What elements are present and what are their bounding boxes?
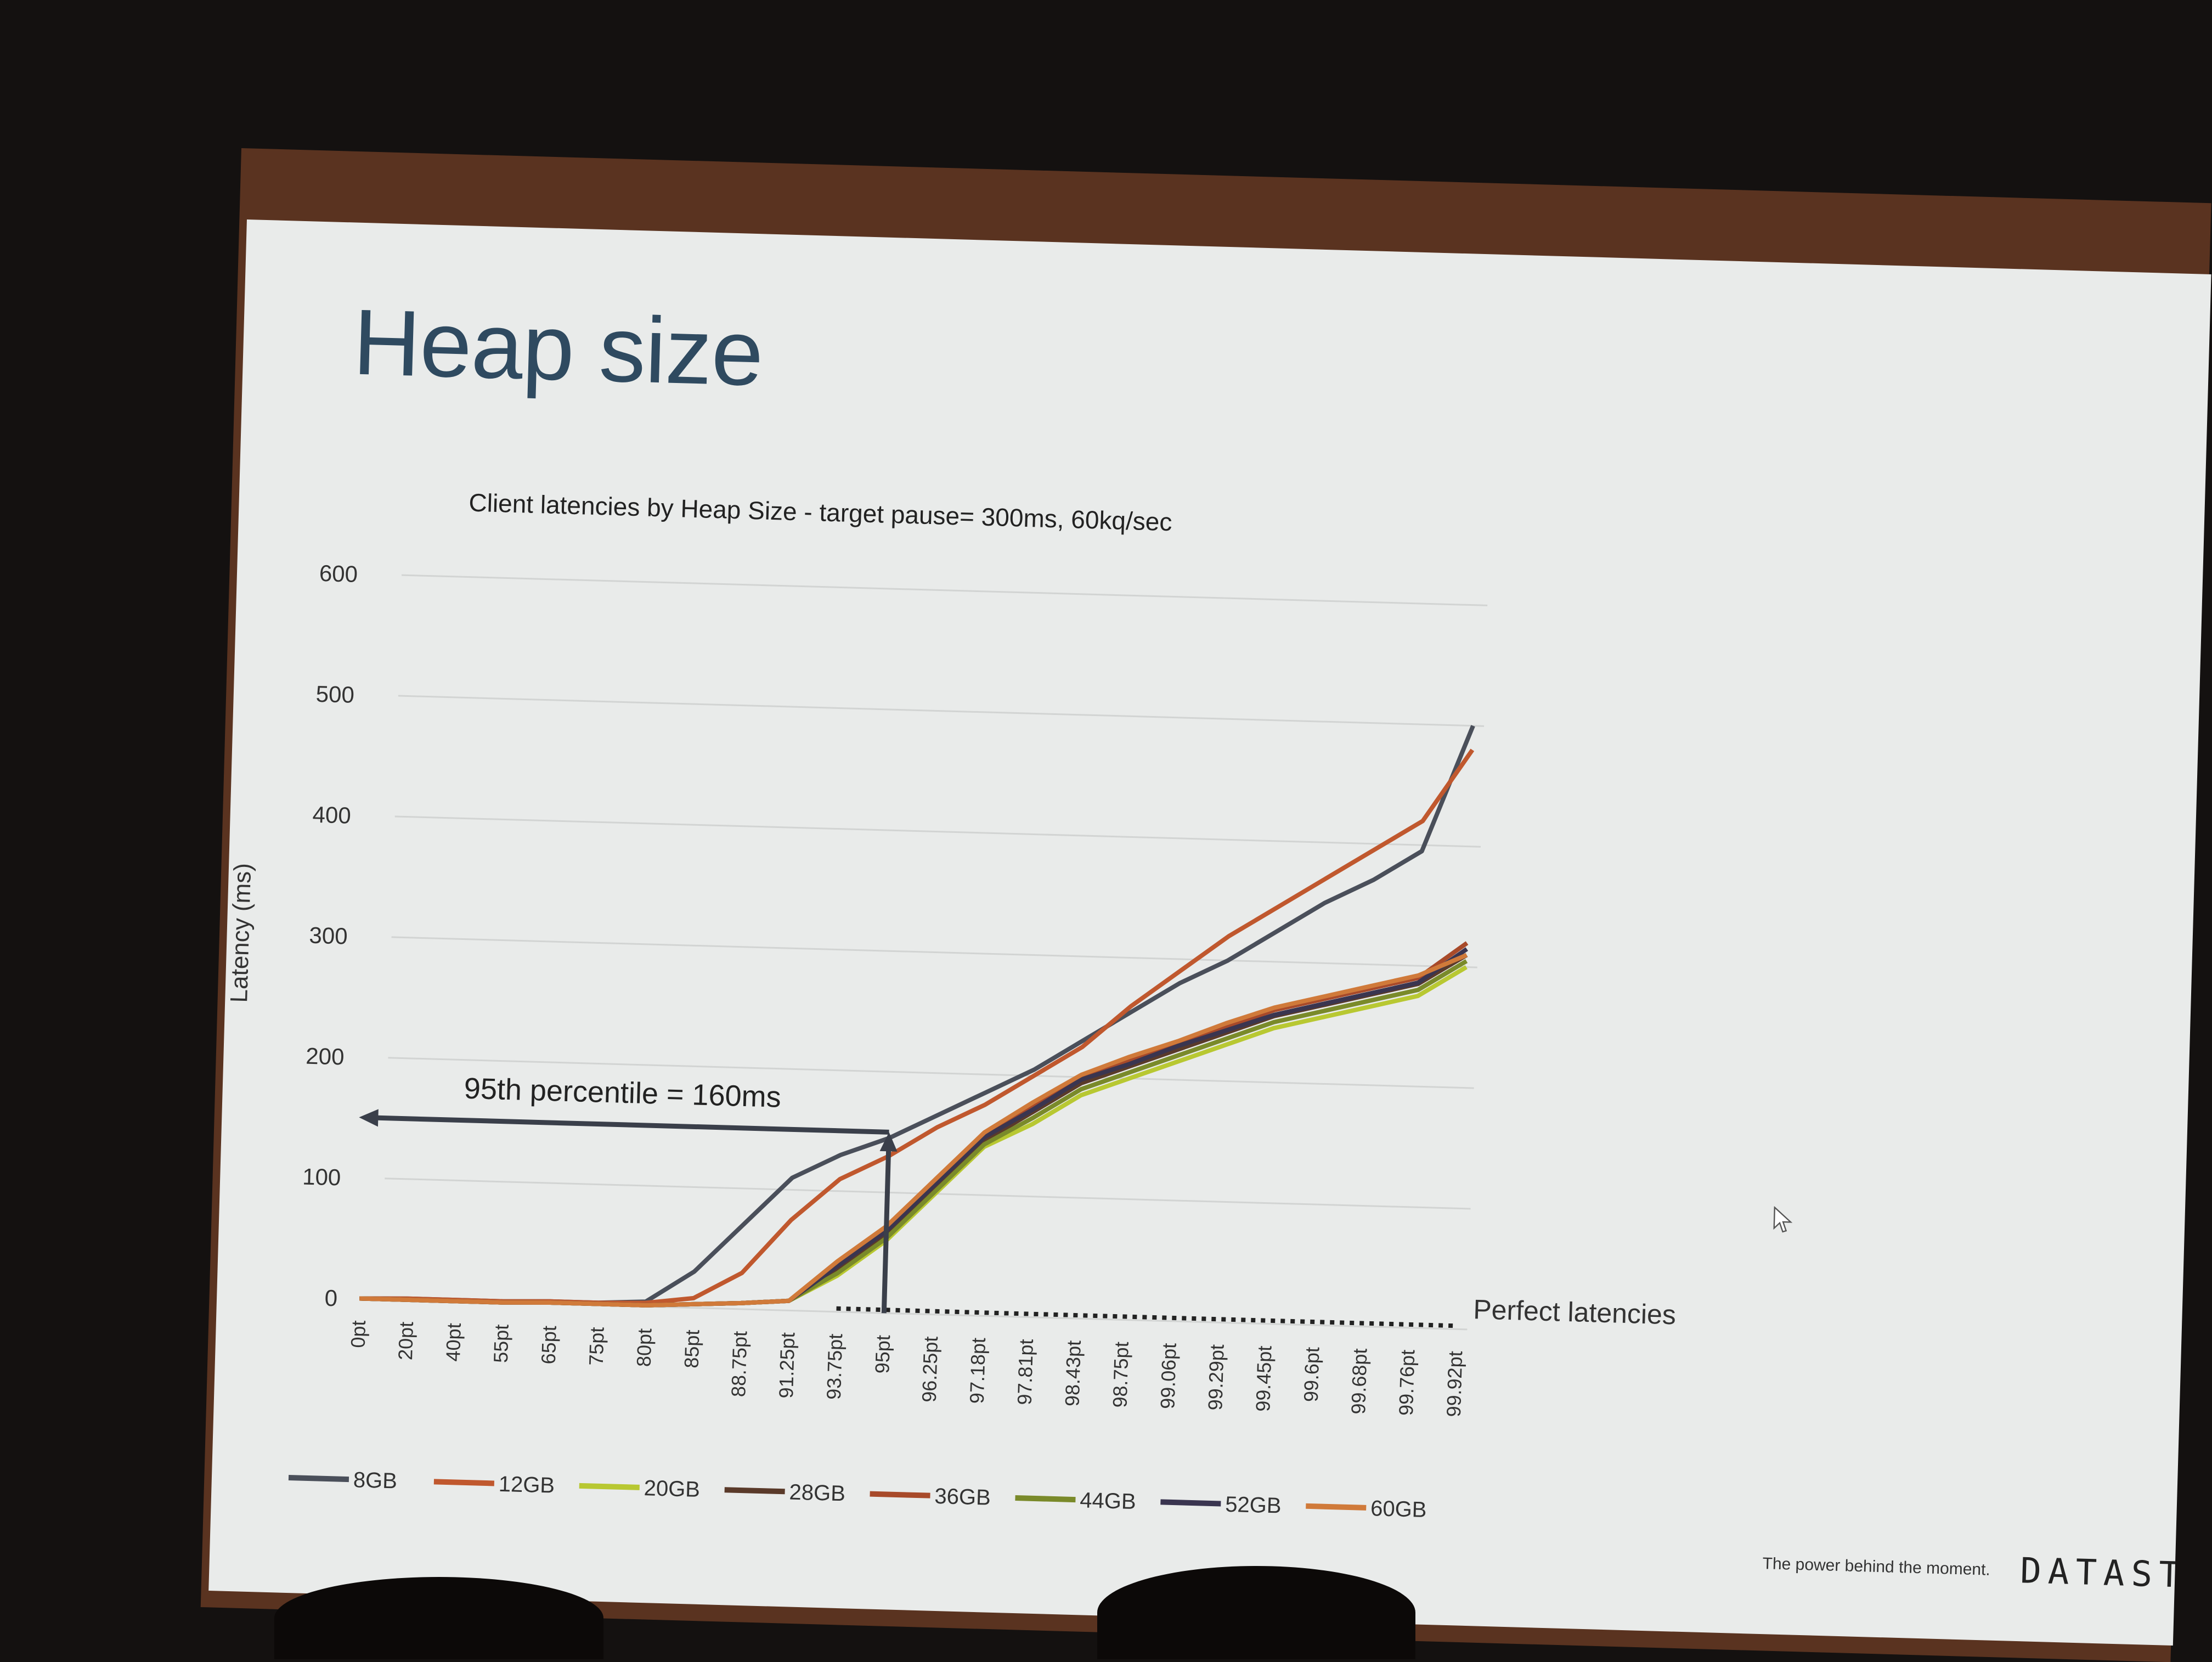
legend-label: 52GB <box>1225 1492 1282 1518</box>
legend-label: 60GB <box>1370 1496 1427 1522</box>
legend-swatch <box>1015 1495 1076 1503</box>
legend-swatch <box>724 1487 785 1495</box>
arrow-head-left-icon <box>359 1109 379 1127</box>
x-tick-label: 80pt <box>633 1328 656 1367</box>
x-tick-label: 98.43pt <box>1061 1340 1085 1406</box>
audience-head <box>1097 1566 1415 1659</box>
y-tick-label: 200 <box>306 1043 345 1070</box>
series-line-8GB <box>359 725 1475 1305</box>
legend-label: 8GB <box>353 1468 397 1493</box>
y-tick-label: 500 <box>315 681 354 708</box>
y-tick-label: 100 <box>302 1164 341 1191</box>
gridline <box>388 1057 1474 1089</box>
legend-label: 36GB <box>934 1484 991 1510</box>
gridline <box>394 815 1481 848</box>
x-tick-label: 93.75pt <box>822 1333 847 1400</box>
audience-head <box>274 1577 603 1659</box>
y-tick-label: 400 <box>312 802 351 829</box>
x-tick-label: 98.75pt <box>1108 1342 1132 1408</box>
x-tick-label: 96.25pt <box>918 1336 942 1402</box>
percentile-arrow-horizontal <box>370 1115 889 1135</box>
x-tick-label: 75pt <box>585 1327 608 1366</box>
x-tick-label: 97.81pt <box>1013 1339 1037 1405</box>
y-tick-label: 300 <box>309 922 348 949</box>
perfect-latencies-line <box>836 1306 1457 1328</box>
x-tick-label: 40pt <box>442 1323 465 1362</box>
legend-swatch <box>579 1483 640 1490</box>
x-tick-label: 91.25pt <box>775 1332 799 1399</box>
y-axis-label: Latency (ms) <box>225 863 256 1003</box>
x-tick-label: 99.06pt <box>1156 1343 1180 1409</box>
x-tick-label: 65pt <box>537 1326 561 1365</box>
y-tick-label: 600 <box>319 560 358 587</box>
legend-swatch <box>1160 1499 1221 1507</box>
percentile-arrow-vertical <box>881 1143 891 1314</box>
chart-title: Client latencies by Heap Size - target p… <box>469 488 1172 537</box>
series-line-60GB <box>359 953 1468 1308</box>
x-tick-label: 0pt <box>347 1320 370 1348</box>
legend-swatch <box>433 1479 494 1486</box>
legend-label: 44GB <box>1080 1488 1136 1514</box>
y-tick-label: 0 <box>324 1285 338 1311</box>
x-tick-label: 99.76pt <box>1395 1349 1419 1416</box>
x-tick-label: 55pt <box>489 1324 513 1363</box>
x-tick-label: 99.92pt <box>1442 1351 1466 1417</box>
x-tick-label: 85pt <box>680 1329 704 1368</box>
x-tick-label: 99.68pt <box>1347 1348 1371 1415</box>
legend-label: 28GB <box>789 1480 845 1506</box>
series-line-44GB <box>359 959 1468 1308</box>
series-line-20GB <box>359 965 1468 1308</box>
presentation-slide: Heap size Client latencies by Heap Size … <box>208 219 2211 1646</box>
x-tick-label: 99.29pt <box>1204 1344 1228 1411</box>
legend-swatch <box>288 1475 349 1483</box>
x-tick-label: 95pt <box>871 1335 894 1374</box>
gridline <box>401 574 1488 606</box>
gridline <box>391 936 1477 968</box>
legend-label: 12GB <box>498 1472 555 1498</box>
percentile-annotation: 95th percentile = 160ms <box>464 1072 781 1114</box>
x-tick-label: 97.18pt <box>966 1337 990 1404</box>
arrow-head-up-icon <box>879 1132 898 1152</box>
x-tick-label: 88.75pt <box>727 1331 751 1397</box>
x-tick-label: 99.45pt <box>1251 1345 1276 1412</box>
series-line-12GB <box>359 748 1475 1305</box>
latency-chart: Client latencies by Heap Size - target p… <box>225 488 1677 1522</box>
legend-swatch <box>1306 1503 1367 1511</box>
legend-swatch <box>870 1491 930 1498</box>
x-tick-label: 20pt <box>394 1321 417 1360</box>
gridline <box>398 695 1485 727</box>
footer-brand-logo: DATAST <box>2019 1551 2187 1596</box>
legend-label: 20GB <box>644 1476 700 1502</box>
mouse-cursor-icon <box>1773 1206 1793 1233</box>
perfect-latencies-label: Perfect latencies <box>1473 1294 1677 1330</box>
x-tick-label: 99.6pt <box>1300 1346 1324 1402</box>
